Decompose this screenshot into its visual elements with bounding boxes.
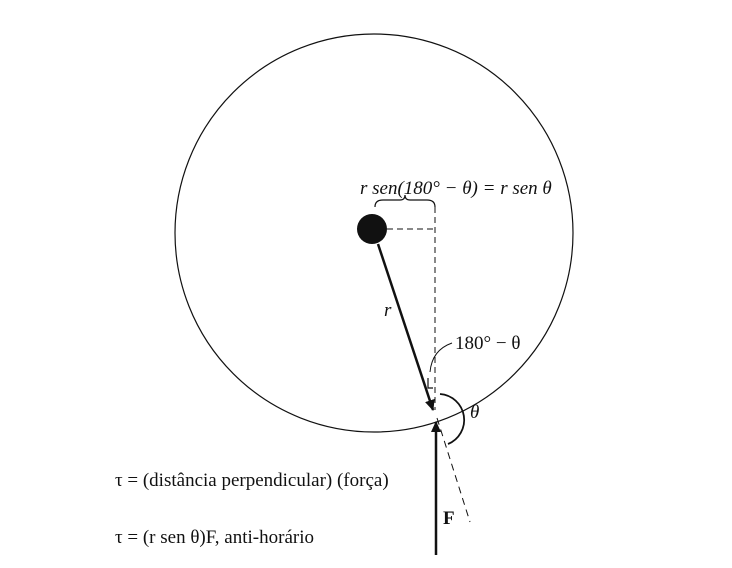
distance-label: r sen(180° − θ) = r sen θ [360,178,552,199]
equation: τ = (r sen θ)F, anti-horário [115,527,314,548]
angle-label: θ [470,402,479,423]
brace [374,194,436,208]
extension-dashed-line [436,417,471,523]
angle-arc [439,393,465,445]
radius-vector [376,243,435,411]
supplement-angle-mark [427,378,433,389]
supplement-leader [429,342,453,373]
equation: τ = (distância perpendicular) (força) [115,470,389,491]
mass [357,214,387,244]
orbit-circle [174,33,574,433]
force-label: F [443,508,455,529]
radius-label: r [384,300,392,321]
supplement-angle-label: 180° − θ [455,333,520,354]
